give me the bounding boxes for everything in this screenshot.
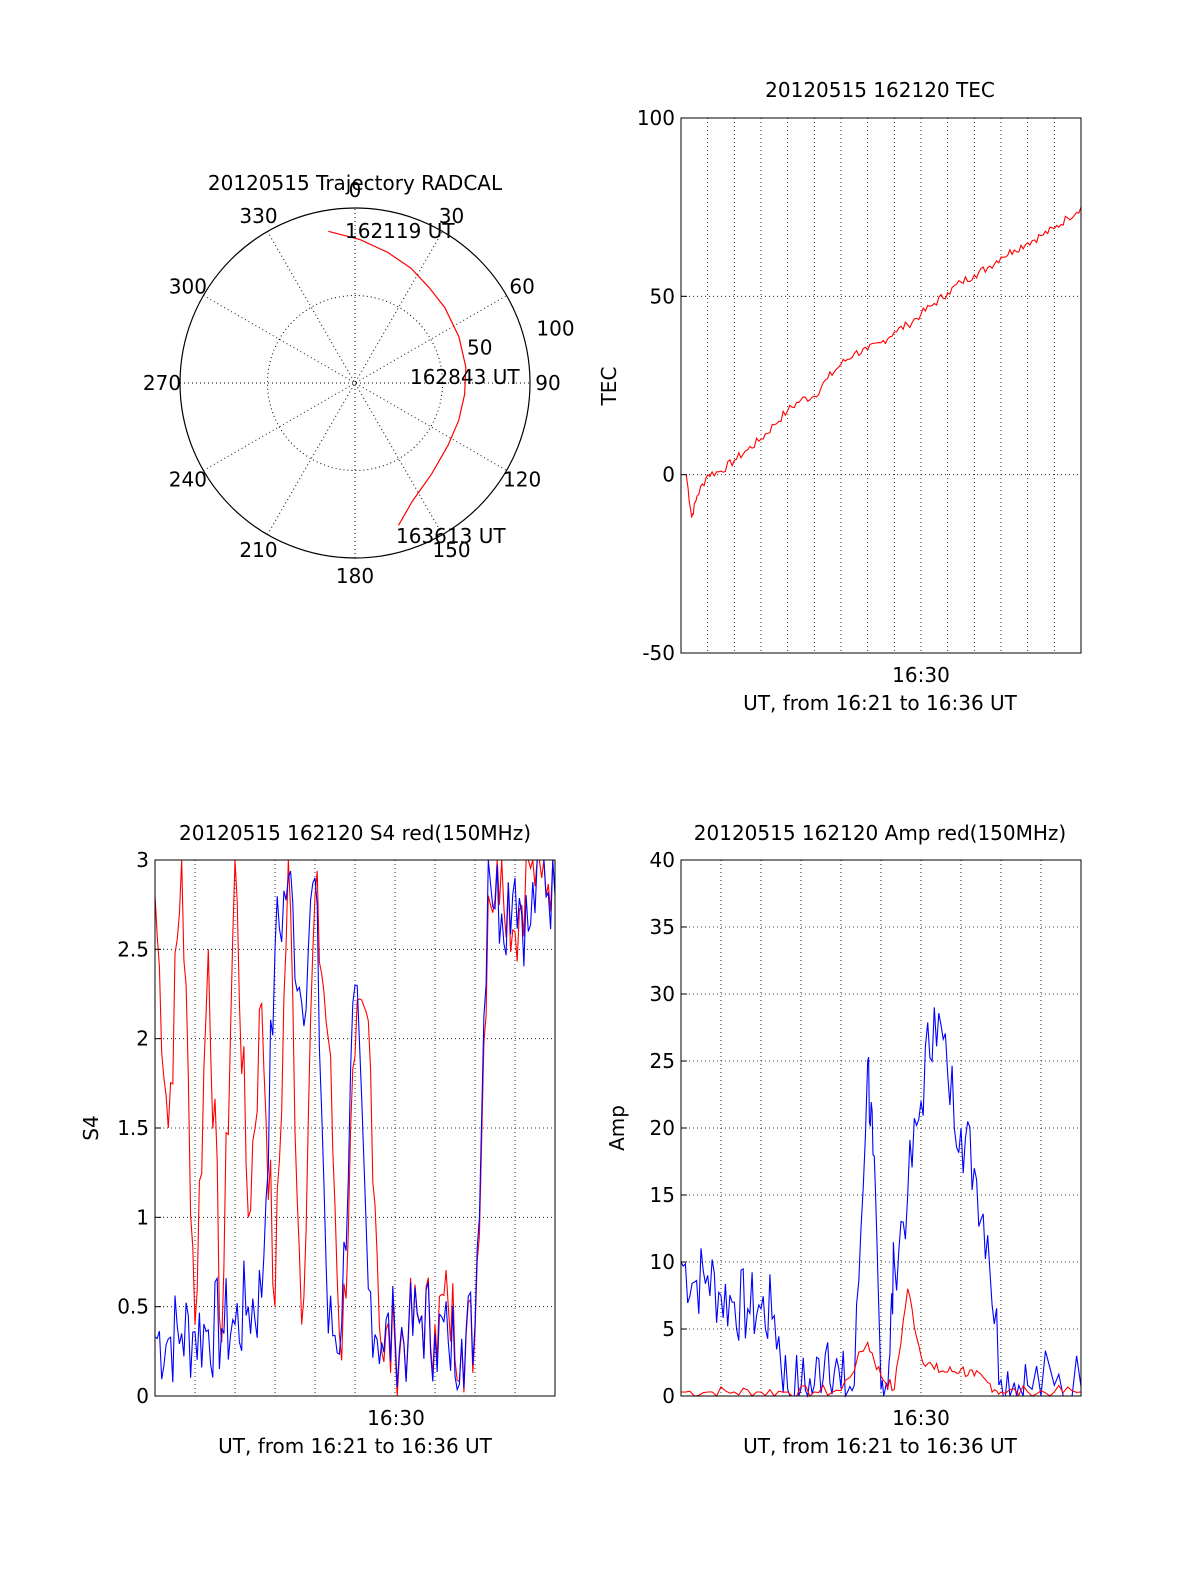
angle-labels: 0 30 60 90 120 150 180 210 240 270 300 330 50 100 [143, 178, 575, 588]
tec-y-tick-labels: 100 50 0 -50 [637, 106, 687, 665]
amp-y-tick: 5 [662, 1317, 675, 1341]
amp-panel: 20120515 162120 Amp red(150MHz) 40 35 30 25… [605, 821, 1082, 1458]
angle-tick-label: 120 [503, 468, 541, 492]
tec-line [685, 207, 1082, 518]
s4-y-tick: 1 [136, 1205, 149, 1229]
angle-tick-label: 210 [239, 538, 277, 562]
start-time-label: 162119 UT [345, 219, 455, 243]
tec-y-tick: 100 [637, 106, 675, 130]
s4-y-tick: 0 [136, 1384, 149, 1408]
amp-grid [681, 860, 1081, 1396]
tec-x-axis-label: UT, from 16:21 to 16:36 UT [743, 691, 1018, 715]
tec-y-tick: 50 [650, 284, 675, 308]
angle-tick-label: 90 [535, 371, 560, 395]
radial-tick-label: 50 [467, 335, 492, 359]
angle-tick-label: 30 [439, 204, 464, 228]
angle-tick-label: 240 [169, 468, 207, 492]
s4-y-tick: 0.5 [117, 1295, 149, 1319]
amp-y-tick: 40 [650, 848, 675, 872]
angle-tick-label: 150 [432, 538, 470, 562]
amp-y-tick: 35 [650, 915, 675, 939]
amp-x-axis-label: UT, from 16:21 to 16:36 UT [743, 1434, 1018, 1458]
end-time-label: 163613 UT [396, 524, 506, 548]
amp-y-tick-labels: 40 35 30 25 20 15 10 5 0 [650, 848, 687, 1408]
angle-tick-label: 60 [509, 275, 534, 299]
amp-red-series [680, 1288, 1082, 1397]
angle-tick-label: 0 [349, 178, 362, 202]
trajectory-line [328, 230, 467, 526]
tec-x-tick-label: 16:30 [892, 663, 950, 687]
angle-tick-label: 300 [169, 275, 207, 299]
polar-title: 20120515 Trajectory RADCAL [208, 171, 503, 195]
angle-tick-label: 270 [143, 371, 181, 395]
s4-grid [155, 860, 555, 1396]
angle-tick-label: 330 [239, 204, 277, 228]
polar-inner-circle [267, 295, 443, 471]
amp-y-tick: 0 [662, 1384, 675, 1408]
tec-y-axis-label: TEC [597, 367, 621, 407]
s4-y-tick: 2 [136, 1027, 149, 1051]
s4-y-axis-label: S4 [79, 1115, 103, 1140]
s4-title: 20120515 162120 S4 red(150MHz) [179, 821, 531, 845]
tec-plot-frame [680, 117, 1082, 654]
tec-y-tick: -50 [642, 641, 675, 665]
polar-trajectory-panel: 20120515 Trajectory RADCAL 162119 UT 162… [143, 171, 575, 588]
amp-title: 20120515 162120 Amp red(150MHz) [694, 821, 1066, 845]
amp-y-tick: 25 [650, 1049, 675, 1073]
tec-grid [681, 118, 1081, 653]
amp-x-tick-label: 16:30 [892, 1406, 950, 1430]
s4-red-series [154, 859, 555, 1397]
polar-grid [179, 207, 531, 559]
s4-x-tick-label: 16:30 [367, 1406, 425, 1430]
s4-y-tick: 2.5 [117, 937, 149, 961]
amp-y-tick: 15 [650, 1183, 675, 1207]
s4-y-tick: 3 [136, 848, 149, 872]
s4-y-tick-labels: 3 2.5 2 1.5 1 0.5 0 [117, 848, 161, 1408]
amp-y-axis-label: Amp [605, 1105, 629, 1151]
amp-series [680, 1007, 1082, 1399]
amp-blue-series [680, 1007, 1082, 1399]
tec-y-tick: 0 [662, 463, 675, 487]
mid-time-label: 162843 UT [410, 365, 520, 389]
amp-y-tick: 20 [650, 1116, 675, 1140]
s4-panel: 20120515 162120 S4 red(150MHz) 3 2.5 2 1.5 1… [79, 821, 556, 1458]
amp-y-tick: 10 [650, 1250, 675, 1274]
radial-tick-label: 100 [536, 316, 574, 340]
s4-y-tick: 1.5 [117, 1116, 149, 1140]
tec-title: 20120515 162120 TEC [765, 78, 995, 102]
amp-y-tick: 30 [650, 982, 675, 1006]
angle-tick-label: 180 [336, 564, 374, 588]
tec-series [685, 207, 1082, 518]
s4-x-axis-label: UT, from 16:21 to 16:36 UT [218, 1434, 493, 1458]
